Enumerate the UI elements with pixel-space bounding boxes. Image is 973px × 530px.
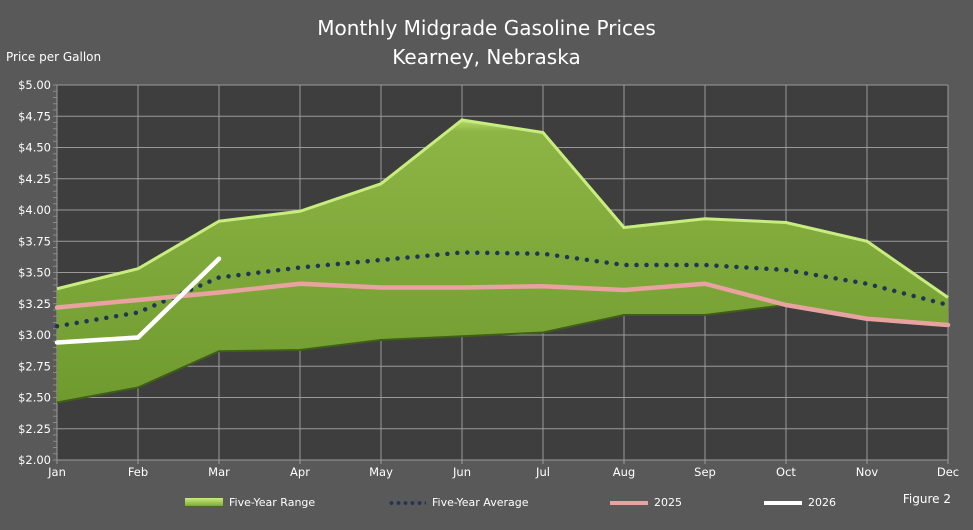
five-year-range-area <box>57 120 948 403</box>
y-tick-label: $4.00 <box>18 203 51 217</box>
legend-item-range: Five-Year Range <box>185 496 315 509</box>
y-tick-label: $2.50 <box>18 391 51 405</box>
legend-label-average: Five-Year Average <box>432 496 529 509</box>
y-tick-label: $3.25 <box>18 297 51 311</box>
legend-swatch-range <box>185 498 223 507</box>
x-tick-label: Sep <box>694 465 716 479</box>
figure-label: Figure 2 <box>902 492 951 506</box>
chart-title: Monthly Midgrade Gasoline Prices Kearney… <box>0 14 973 72</box>
y-tick-label: $3.50 <box>18 266 51 280</box>
x-tick-label: Dec <box>937 465 959 479</box>
y-tick-label: $2.75 <box>18 359 51 373</box>
y-tick-label: $4.25 <box>18 172 51 186</box>
x-tick-label: Jul <box>535 465 550 479</box>
legend-swatch-2025 <box>610 500 648 505</box>
chart-title-line-1: Monthly Midgrade Gasoline Prices <box>317 16 656 40</box>
x-tick-label: Nov <box>856 465 879 479</box>
legend-label-2025: 2025 <box>654 496 682 509</box>
legend-label-2026: 2026 <box>808 496 836 509</box>
x-tick-label: Aug <box>613 465 635 479</box>
five-year-range-high-edge <box>56 118 949 299</box>
y-tick-label: $5.00 <box>18 78 51 92</box>
x-tick-label: Feb <box>128 465 148 479</box>
legend-item-average: Five-Year Average <box>388 496 528 509</box>
x-tick-label: Jun <box>452 465 471 479</box>
legend-swatch-average <box>388 500 426 505</box>
legend-swatch-2026 <box>764 500 802 505</box>
y-axis-label: Price per Gallon <box>6 50 102 64</box>
legend-item-2025: 2025 <box>610 496 682 509</box>
y-tick-label: $4.50 <box>18 141 51 155</box>
y-tick-label: $2.00 <box>18 453 51 467</box>
x-tick-label: Apr <box>290 465 310 479</box>
x-tick-label: May <box>369 465 393 479</box>
x-tick-label: Mar <box>208 465 230 479</box>
chart-title-line-2: Kearney, Nebraska <box>392 45 581 69</box>
y-tick-label: $4.75 <box>18 109 51 123</box>
x-tick-label: Oct <box>776 465 796 479</box>
legend-item-2026: 2026 <box>764 496 836 509</box>
series-line-2025 <box>54 281 951 328</box>
y-tick-label: $3.00 <box>18 328 51 342</box>
y-tick-label: $2.25 <box>18 422 51 436</box>
x-tick-label: Jan <box>47 465 66 479</box>
legend-label-range: Five-Year Range <box>229 496 316 509</box>
y-tick-label: $3.75 <box>18 234 51 248</box>
